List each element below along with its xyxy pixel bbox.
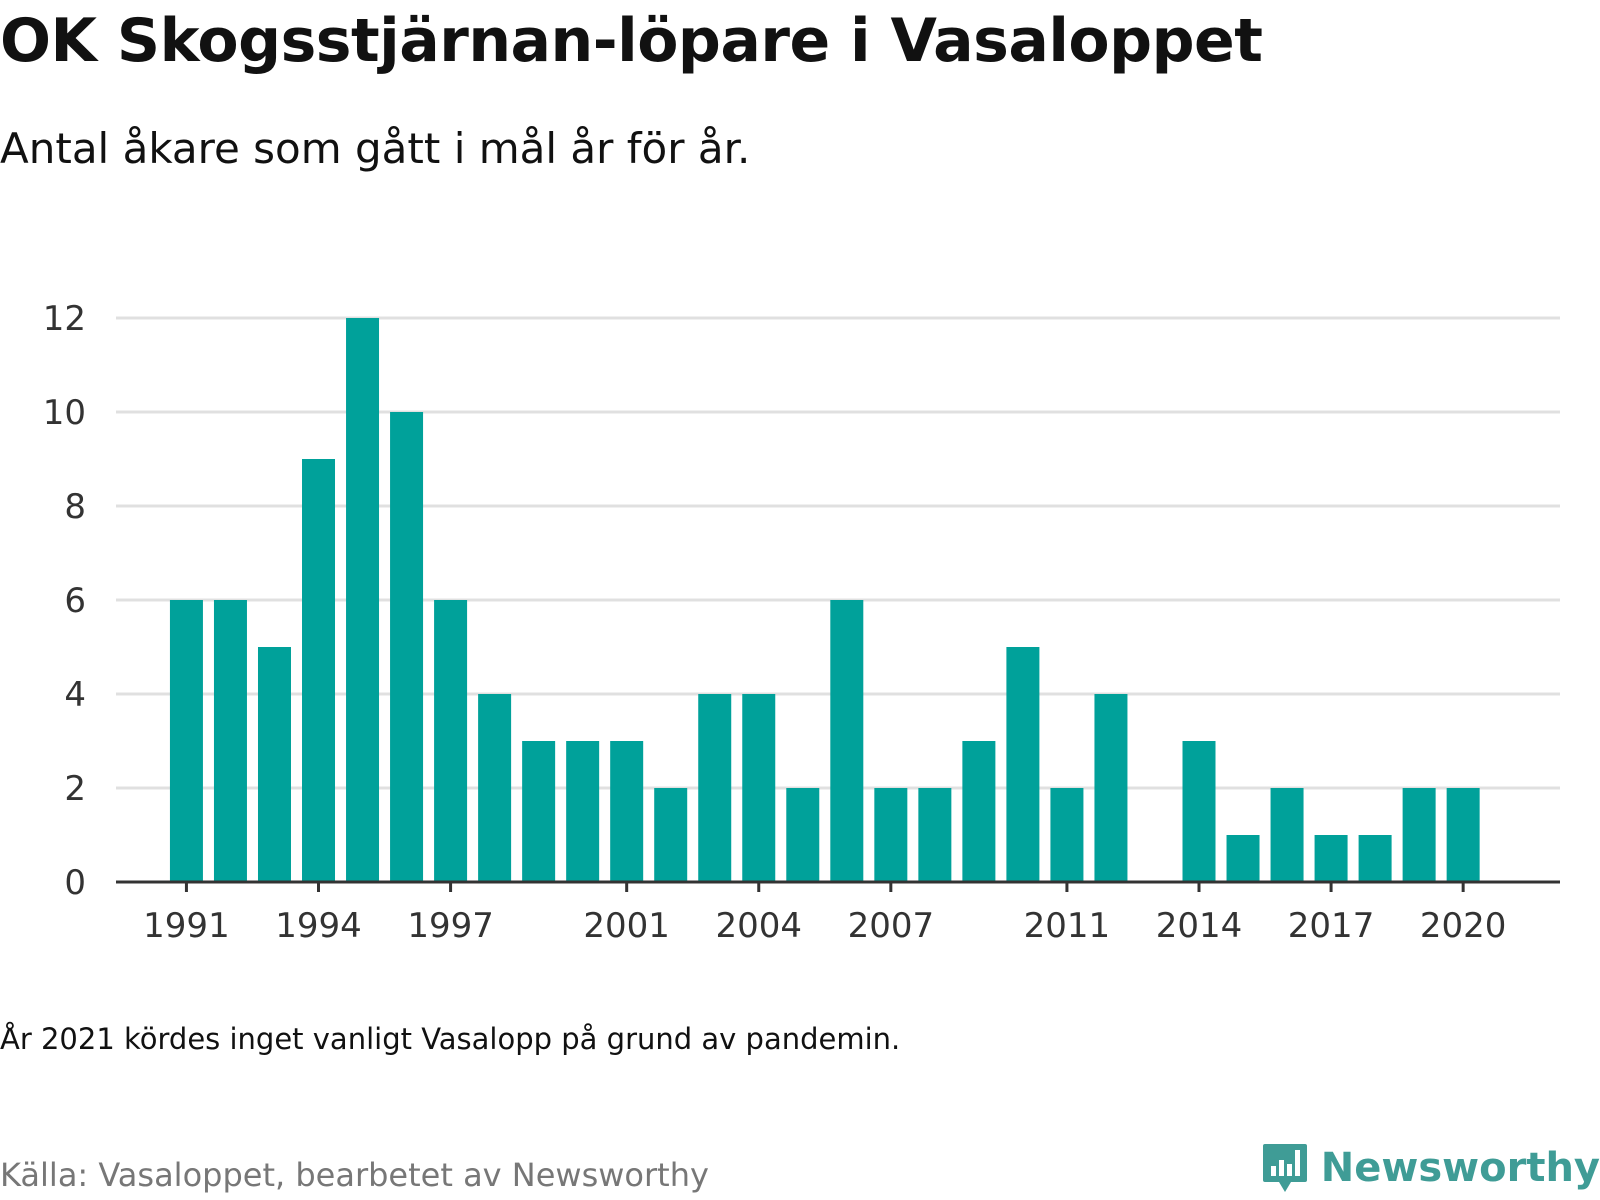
chart-title: OK Skogsstjärnan-löpare i Vasaloppet — [0, 6, 1263, 76]
y-tick-label: 10 — [43, 393, 86, 433]
bar — [169, 600, 203, 882]
y-tick-label: 12 — [43, 299, 86, 339]
y-tick-label: 2 — [64, 769, 86, 809]
bar — [1006, 647, 1040, 882]
x-tick-label: 1994 — [275, 906, 362, 946]
chart-subtitle: Antal åkare som gått i mål år för år. — [0, 124, 751, 173]
x-tick-label: 1991 — [143, 906, 230, 946]
bar — [1094, 694, 1128, 882]
x-tick-label: 2011 — [1024, 906, 1111, 946]
source-text: Källa: Vasaloppet, bearbetet av Newswort… — [0, 1156, 709, 1194]
bar — [1226, 835, 1260, 882]
bar — [1358, 835, 1392, 882]
bar — [962, 741, 996, 882]
x-tick-label: 2004 — [715, 906, 802, 946]
bar — [874, 788, 908, 882]
bar — [610, 741, 644, 882]
bar — [742, 694, 776, 882]
bar — [1182, 741, 1216, 882]
bar — [566, 741, 600, 882]
bar — [1446, 788, 1480, 882]
bar — [257, 647, 291, 882]
bar — [830, 600, 864, 882]
y-tick-label: 0 — [64, 863, 86, 903]
bar — [213, 600, 247, 882]
y-tick-label: 8 — [64, 487, 86, 527]
x-tick-label: 2001 — [583, 906, 670, 946]
bar — [390, 412, 424, 882]
bar-chart: 0 2 4 6 8 10 12 1991 1994 1997 2001 2004 2007 2011 201… — [43, 299, 1560, 946]
footnote: År 2021 kördes inget vanligt Vasalopp på… — [0, 1022, 901, 1056]
x-tick-label: 2007 — [848, 906, 935, 946]
bar — [918, 788, 952, 882]
bar — [1314, 835, 1348, 882]
bar — [786, 788, 820, 882]
x-tick-label: 2014 — [1156, 906, 1243, 946]
logo-text: Newsworthy — [1320, 1145, 1600, 1191]
x-tick-label: 1997 — [407, 906, 494, 946]
bar — [346, 318, 380, 882]
bar-chart-speech-bubble-icon — [1262, 1144, 1307, 1192]
bar — [1270, 788, 1304, 882]
axes: 0 2 4 6 8 10 12 1991 1994 1997 2001 2004 2007 2011 201… — [43, 299, 1560, 946]
bar — [654, 788, 688, 882]
x-tick-label: 2017 — [1288, 906, 1375, 946]
bar — [1050, 788, 1084, 882]
newsworthy-logo[interactable]: Newsworthy — [1261, 1142, 1600, 1194]
bar — [434, 600, 468, 882]
y-tick-label: 6 — [64, 581, 86, 621]
bar — [302, 459, 336, 882]
bar — [1402, 788, 1436, 882]
bar — [522, 741, 556, 882]
x-tick-label: 2020 — [1420, 906, 1507, 946]
bar — [698, 694, 732, 882]
bar — [478, 694, 512, 882]
y-tick-label: 4 — [64, 675, 86, 715]
bars — [169, 318, 1480, 882]
